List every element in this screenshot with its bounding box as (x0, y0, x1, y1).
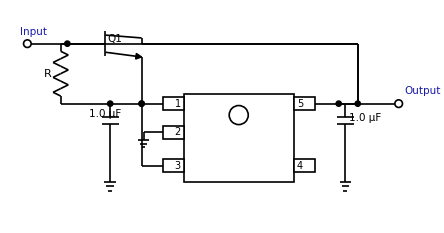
Bar (163, 159, 183, 172)
Text: 1.0 μF: 1.0 μF (89, 109, 122, 119)
Bar (183, 94, 294, 182)
Bar (294, 97, 315, 110)
Bar (163, 126, 183, 139)
Circle shape (139, 101, 144, 106)
Circle shape (139, 101, 144, 106)
Text: 4: 4 (297, 161, 303, 171)
Text: 2: 2 (174, 127, 181, 137)
Polygon shape (135, 53, 142, 59)
Circle shape (107, 101, 113, 106)
Text: 1.0 μF: 1.0 μF (349, 113, 381, 123)
Circle shape (65, 41, 70, 46)
Bar (163, 97, 183, 110)
Bar (294, 159, 315, 172)
Text: R: R (44, 69, 51, 79)
Circle shape (336, 101, 341, 106)
Text: 1: 1 (174, 99, 181, 109)
Text: Q1: Q1 (107, 34, 122, 44)
Text: Output: Output (404, 86, 441, 96)
Text: 5: 5 (297, 99, 303, 109)
Circle shape (24, 40, 31, 48)
Text: 3: 3 (174, 161, 181, 171)
Circle shape (355, 101, 361, 106)
Circle shape (229, 106, 248, 125)
Circle shape (395, 100, 403, 107)
Text: Input: Input (20, 27, 47, 37)
